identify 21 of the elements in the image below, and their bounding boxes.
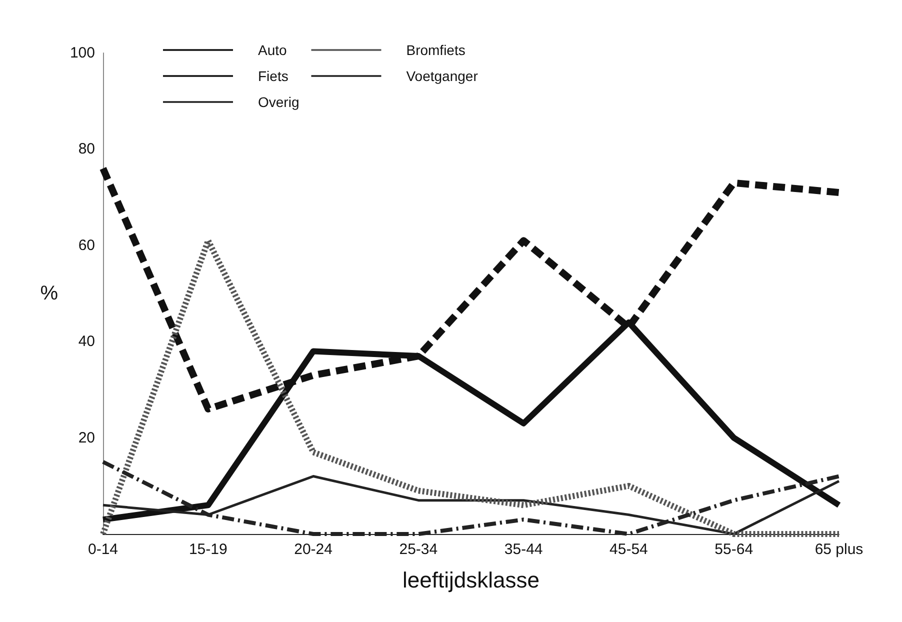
legend-label: Overig bbox=[258, 94, 300, 110]
x-tick-label: 35-44 bbox=[504, 541, 543, 558]
line-series bbox=[101, 460, 841, 536]
y-tick-label: 40 bbox=[78, 333, 95, 350]
x-tick-label: 20-24 bbox=[294, 541, 332, 558]
y-axis-title: % bbox=[40, 282, 58, 304]
x-axis-title: leeftijdsklasse bbox=[402, 568, 540, 592]
legend-label: Voetganger bbox=[406, 68, 478, 84]
x-tick-label: 55-64 bbox=[714, 541, 754, 558]
y-tick-label: 100 bbox=[70, 44, 95, 62]
x-tick-label: 45-54 bbox=[610, 541, 648, 558]
legend-label: Bromfiets bbox=[406, 42, 466, 58]
y-tick-label: 80 bbox=[78, 140, 95, 158]
x-tick-label: 65 plus bbox=[814, 541, 864, 558]
x-tick-label: 0-14 bbox=[88, 541, 118, 558]
legend-label: Auto bbox=[258, 42, 288, 58]
y-tick-label: 20 bbox=[78, 429, 95, 446]
x-tick-label: 15-19 bbox=[188, 541, 228, 558]
legend-label: Fiets bbox=[258, 68, 288, 84]
y-tick-label: 60 bbox=[78, 236, 95, 254]
x-tick-label: 25-34 bbox=[399, 541, 438, 558]
